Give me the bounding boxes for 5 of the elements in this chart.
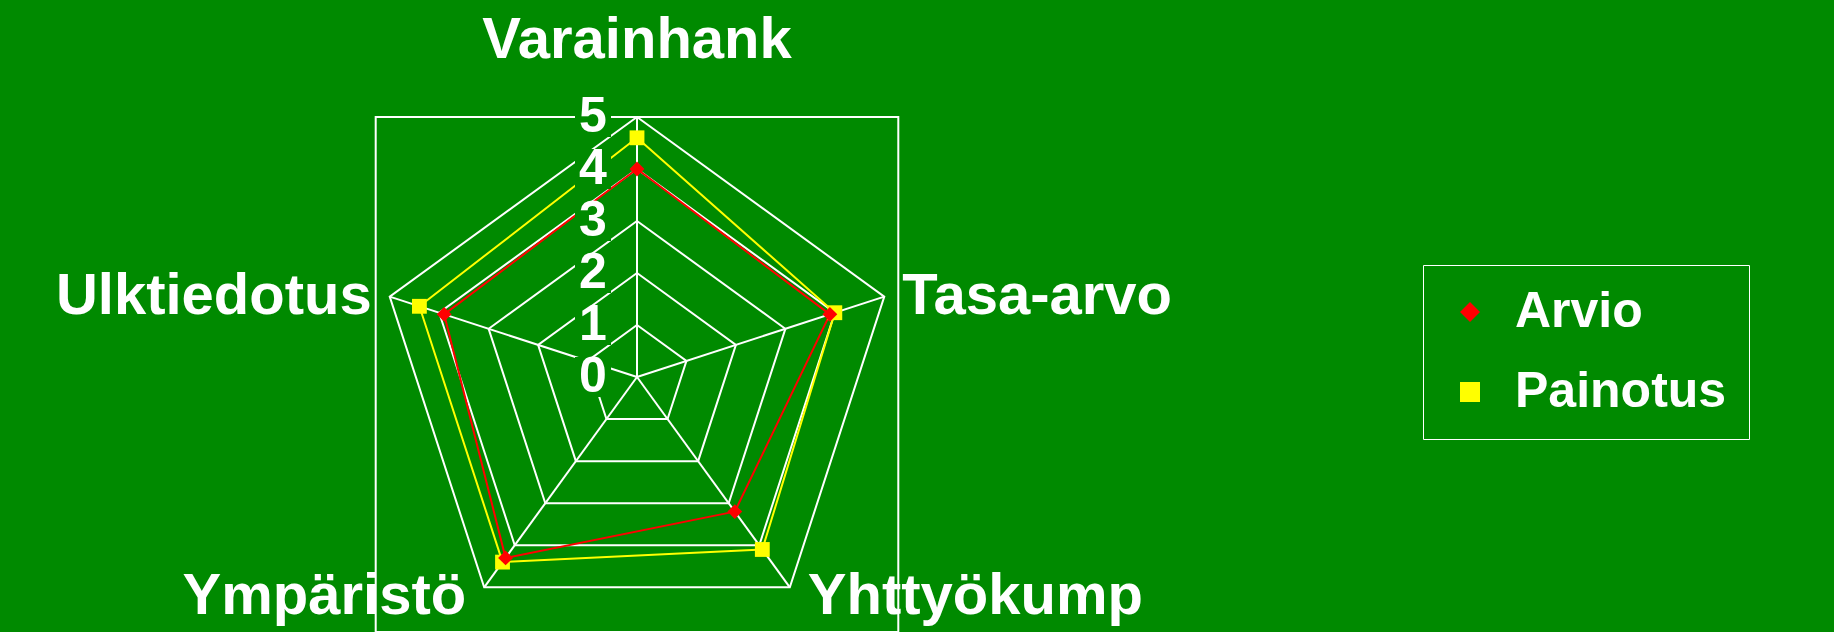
spoke-label: Varainhank <box>482 5 793 70</box>
spoke-label: Tasa-arvo <box>902 260 1173 326</box>
legend-label: Arvio <box>1515 282 1643 338</box>
spoke-label: Ulktiedotus <box>55 260 372 326</box>
legend-label: Painotus <box>1515 362 1727 418</box>
